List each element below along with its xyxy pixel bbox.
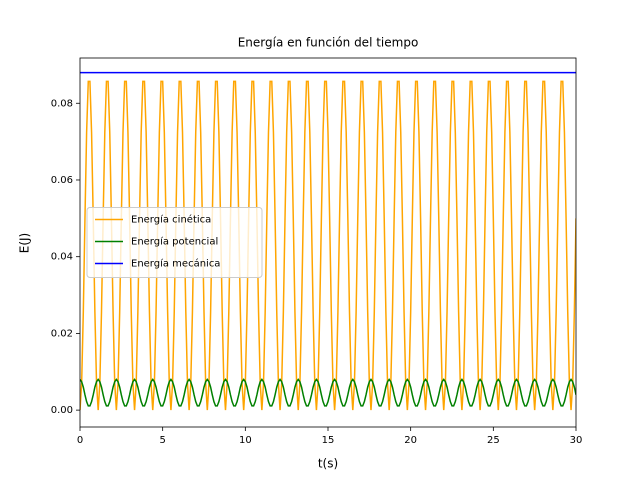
chart-title: Energía en función del tiempo [238,36,419,50]
x-tick-label: 0 [77,435,83,446]
y-tick-label: 0.00 [51,405,73,416]
x-tick-label: 5 [159,435,165,446]
x-tick-label: 20 [404,435,417,446]
y-tick-label: 0.02 [51,328,73,339]
y-tick-label: 0.06 [51,175,73,186]
y-tick-label: 0.08 [51,98,73,109]
y-axis-label: E(J) [18,233,32,253]
axes-frame [79,57,577,428]
legend-box [86,207,263,278]
legend-label: Energía mecánica [131,258,220,270]
legend-label: Energía cinética [131,214,211,226]
x-tick-label: 15 [322,435,335,446]
series-line [80,80,576,411]
x-tick-label: 25 [487,435,500,446]
x-axis-label: t(s) [318,457,338,471]
series-line [80,378,576,407]
x-tick-label: 30 [570,435,583,446]
legend-label: Energía potencial [131,236,218,248]
y-tick-label: 0.04 [51,252,73,263]
x-tick-label: 10 [239,435,252,446]
